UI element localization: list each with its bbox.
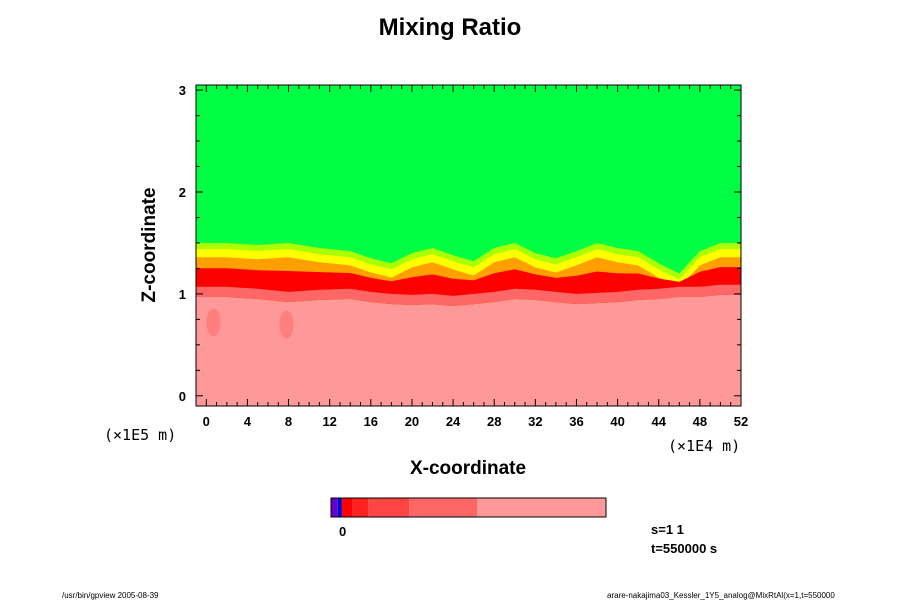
x-tick-label: 0 (203, 414, 210, 429)
plume-1 (279, 310, 294, 339)
x-tick-label: 12 (322, 414, 336, 429)
chart-title: Mixing Ratio (378, 14, 522, 41)
x-tick-label: 36 (569, 414, 583, 429)
t-annotation: t=550000 s (651, 541, 718, 556)
colorbar-zero-label: 0 (339, 524, 347, 539)
s-annotation: s=1 1 (651, 522, 684, 537)
x-axis-label: X-coordinate (409, 458, 527, 479)
y-tick-label: 1 (179, 287, 186, 302)
y-tick-label: 2 (179, 185, 186, 200)
band-salmon (196, 284, 741, 307)
x-tick-label: 16 (364, 414, 378, 429)
y-tick-label: 0 (179, 389, 186, 404)
x-tick-label: 48 (693, 414, 707, 429)
y-unit-label: (×1E5 m) (104, 426, 177, 444)
x-tick-label: 8 (285, 414, 292, 429)
colorbar-frame (330, 497, 607, 518)
field-pink (196, 294, 741, 406)
colorbar-segment-4 (368, 498, 410, 517)
plot-frame (195, 84, 742, 407)
x-tick-label: 52 (734, 414, 748, 429)
x-tick-label: 32 (528, 414, 542, 429)
x-tick-label: 4 (244, 414, 252, 429)
x-tick-label: 28 (487, 414, 501, 429)
plume-0 (206, 308, 221, 337)
y-tick-label: 3 (179, 83, 186, 98)
x-tick-label: 44 (652, 414, 667, 429)
footer-right: arare-nakajima03_Kessler_1Y5_analog@MixR… (607, 591, 835, 600)
colorbar-segment-3 (352, 498, 369, 517)
heatmap-field (196, 85, 741, 406)
footer-left: /usr/bin/gpview 2005-08-39 (62, 591, 159, 600)
colorbar-segment-5 (409, 498, 477, 517)
colorbar-segment-0 (331, 498, 338, 517)
x-tick-label: 24 (446, 414, 461, 429)
x-unit-label: (×1E4 m) (668, 437, 741, 455)
colorbar-segment-6 (476, 498, 606, 517)
x-tick-label: 40 (610, 414, 624, 429)
y-axis-label: Z-coordinate (139, 187, 160, 303)
colorbar-segment-1 (337, 498, 342, 517)
x-tick-label: 20 (405, 414, 419, 429)
colorbar-segment-2 (341, 498, 353, 517)
